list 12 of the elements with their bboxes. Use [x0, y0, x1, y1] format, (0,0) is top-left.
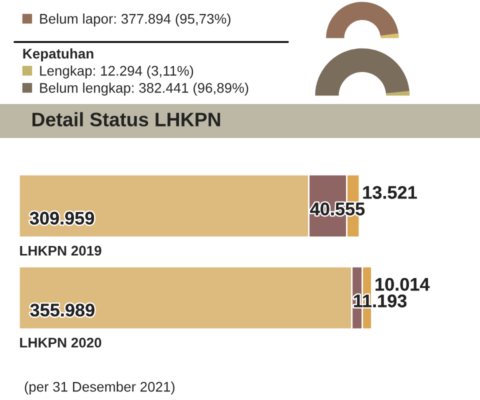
- data-label: 355.989: [30, 304, 94, 317]
- annotation: (per 31 Desember 2021): [24, 382, 174, 394]
- legend-label: Belum lengkap: 382.441 (96,89%): [40, 82, 248, 96]
- chart-title: Detail Status LHKPN: [32, 112, 220, 126]
- y-tick-label: LHKPN 2020: [20, 338, 102, 348]
- legend-label: Belum lapor: 377.894 (95,73%): [40, 14, 230, 26]
- data-label: 10.014: [376, 278, 430, 291]
- y-tick-label: LHKPN 2019: [20, 246, 102, 256]
- legend-label: Lengkap: 12.294 (3,11%): [40, 66, 194, 78]
- chart-title: Kepatuhan: [23, 48, 94, 62]
- data-label: 13.521: [363, 186, 417, 199]
- data-label: 309.959: [30, 212, 94, 225]
